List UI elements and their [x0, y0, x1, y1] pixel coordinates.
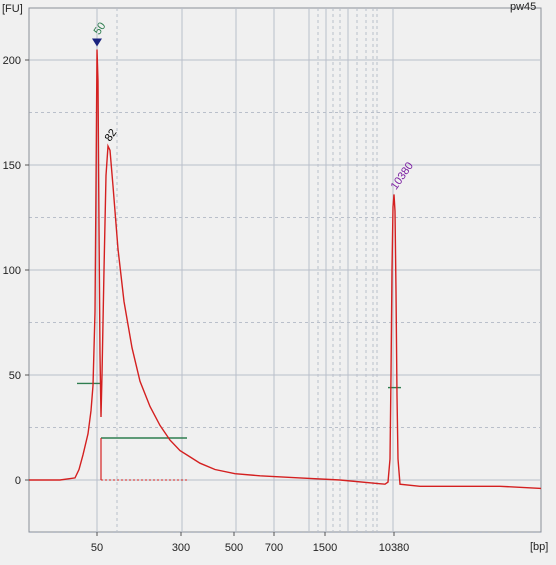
y-tick-label: 0	[15, 475, 21, 487]
x-unit-label: [bp]	[530, 541, 548, 553]
x-tick-label: 500	[225, 542, 243, 554]
x-tick-label: 300	[172, 542, 190, 554]
y-tick-label: 50	[9, 370, 21, 382]
peak-label: 50	[92, 20, 109, 37]
y-axis: 0 50 100 150 200	[3, 8, 30, 532]
fluorescence-trace	[29, 49, 542, 490]
x-tick-label: 10380	[379, 542, 410, 554]
x-tick-label: 700	[265, 542, 283, 554]
y-tick-label: 150	[3, 160, 21, 172]
x-tick-label: 1500	[313, 542, 337, 554]
y-tick-label: 100	[3, 265, 21, 277]
lower-marker-triangle-icon	[92, 38, 102, 47]
peak-label: 82	[103, 127, 120, 144]
x-axis: 50 300 500 700 1500 10380	[91, 532, 409, 554]
y-unit-label: [FU]	[2, 3, 23, 15]
x-tick-label: 50	[91, 542, 103, 554]
sample-name: pw45	[510, 1, 536, 13]
y-tick-label: 200	[3, 55, 21, 67]
